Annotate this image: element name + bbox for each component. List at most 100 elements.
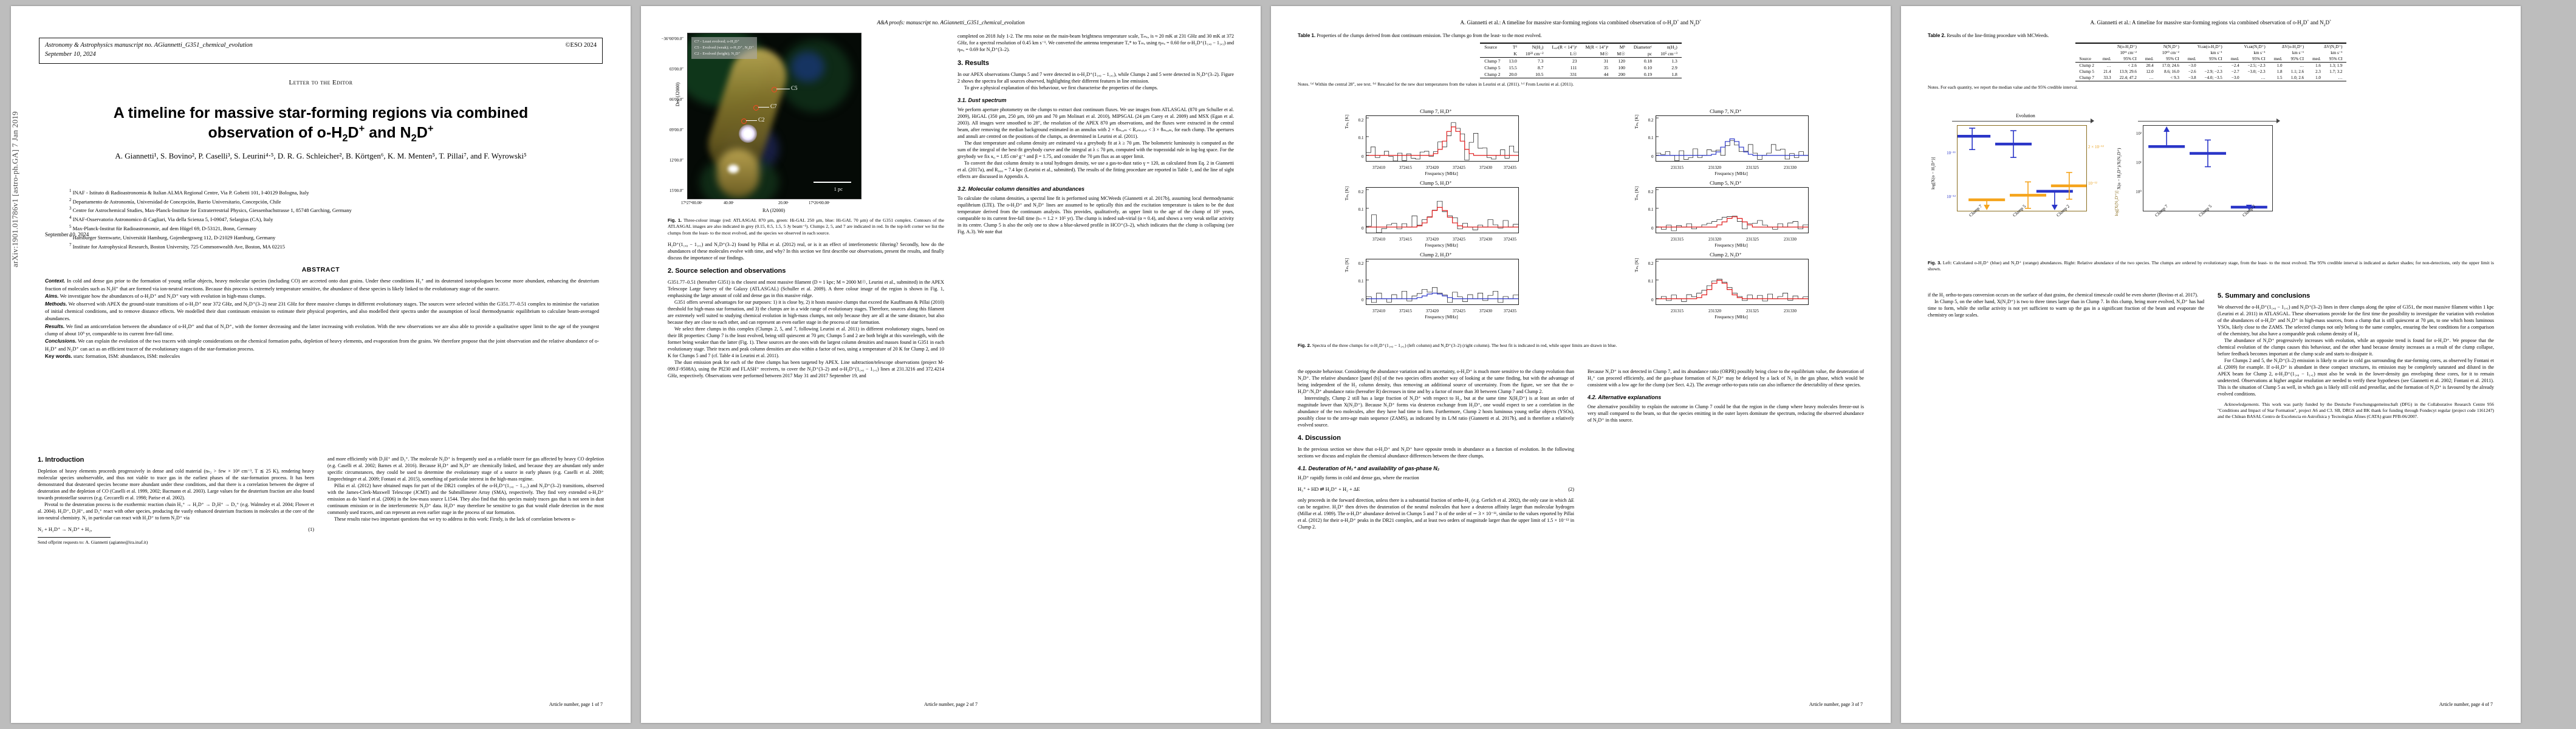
spectrum-title: Clump 2, H₂D⁺ (1420, 252, 1452, 258)
th-vlsr-n2dp: Vʟsʀ(N₂D⁺) (2244, 44, 2266, 49)
affiliation-item: 2 Departamento de Astronomía, Universida… (69, 197, 281, 205)
spectrum-ytick: 0.2 (1358, 190, 1364, 194)
page-3: A. Giannetti et al.: A timeline for mass… (1271, 6, 1891, 723)
spectrum-frame (1365, 187, 1519, 234)
spectrum-frame (1655, 187, 1809, 234)
table-1-wrapper: Table 1. Properties of the clumps derive… (1298, 33, 1864, 87)
spectrum-title: Clump 2, N₂D⁺ (1710, 252, 1742, 258)
th-td: Tᵈ (1512, 44, 1517, 50)
astronomical-image: C5 C7 C2 C7 - Least evolved; o-H₂D⁺ C5 -… (687, 33, 862, 199)
table-2-units-row: 10¹¹ cm⁻² 10¹⁰ cm⁻² km s⁻¹ km s⁻¹ km s⁻¹… (2120, 50, 2343, 55)
page-4: A. Giannetti et al.: A timeline for mass… (1901, 6, 2521, 723)
affiliation-item: 7 Institute for Astrophysical Research, … (69, 242, 286, 250)
figure1-legend: C7 - Least evolved; o-H₂D⁺ C5 - Evolved … (691, 37, 757, 59)
spectrum-xtick: 372430 (1479, 237, 1492, 242)
abundance-ytick-right: 10⁻¹² (2088, 181, 2097, 186)
spectrum-x-label: Frequency [MHz] (1714, 314, 1748, 320)
spectrum-x-label: Frequency [MHz] (1425, 242, 1458, 248)
spectrum-panel: Clump 5, N₂D⁺ Tₘₑ [K] 0.2 0.1 0 231315 2… (1634, 180, 1817, 248)
spectrum-xtick: 231330 (1784, 165, 1797, 170)
spectrum-ytick: 0.2 (1358, 118, 1364, 123)
section-heading-deuteration: 4.1. Deuteration of H₃⁺ and availability… (1298, 465, 1440, 471)
abstract-conclusions: Conclusions. We can explain the evolutio… (45, 338, 599, 352)
page-title: A timeline for massive star-forming regi… (113, 104, 529, 144)
clump-marker-c5 (772, 87, 777, 92)
abundance-left-frame (1954, 125, 2088, 211)
spectrum-ytick: 0 (1362, 154, 1364, 159)
spectrum-xtick: 231320 (1708, 309, 1721, 313)
abundance-panel-left: Evolution log[X(o − H₂D⁺)] log[X(N₂D⁺)] … (1928, 113, 2119, 241)
table-2: Source N(o-H₂D⁺) N(N₂D⁺) Vʟsʀ(o-H₂D⁺) Vʟ… (2075, 43, 2347, 81)
page2-col-right: completed on 2018 July 1-2. The rms nois… (957, 33, 1234, 379)
page3-left-paragraph-4: H₂D⁺ rapidly forms in cold and dense gas… (1298, 475, 1419, 481)
th-nh2: N(H₂) (1532, 44, 1544, 50)
figure-3-caption: Fig. 3. Left: Calculated o-H₂D⁺ (blue) a… (1928, 260, 2494, 272)
equation-1: N₂ + H₂D⁺ → N₂D⁺ + H₂, (1) (38, 526, 314, 532)
keywords: Key words. stars: formation, ISM: abunda… (45, 353, 180, 360)
fig1-ytick: 06′00.0″ (669, 98, 683, 102)
table-2-caption: Table 2. Results of the line-fitting pro… (1928, 33, 2049, 38)
figure-2-columns: Clump 7, H₂D⁺ Tₘₑ [K] 0.2 0.1 0 372410 3… (1298, 108, 1864, 323)
page4-right-paragraph-2: The abundance of N₂D⁺ progressively incr… (2218, 337, 2494, 357)
spectrum-ytick: 0 (1651, 154, 1654, 159)
page2-right-paragraph-6: To convert the dust column density to a … (957, 160, 1234, 180)
th-lbol: Lₑₒₗ(R < 14″)ᵃ (1552, 44, 1577, 50)
page-3-footer: Article number, page 3 of 7 (1809, 702, 1863, 707)
evolution-arrow-line (2138, 121, 2279, 122)
page2-left-paragraph-5: The dust emission peak for each of the t… (668, 360, 944, 379)
th-mass-r14: M(R < 14″)ᵃ (1585, 44, 1609, 50)
scale-bar (814, 182, 851, 183)
page4-body-columns: if the H₂ ortho-to-para conversion occur… (1928, 292, 2494, 420)
fig1-ytick: 12′00.0″ (669, 159, 683, 163)
page-4-footer: Article number, page 4 of 7 (2439, 702, 2493, 707)
legend-entry: C7 - Least evolved; o-H₂D⁺ (694, 39, 740, 44)
spectrum-xtick: 372420 (1426, 309, 1439, 313)
page2-right-paragraph-2: In our APEX observations Clumps 5 and 7 … (957, 71, 1234, 84)
intro-right-paragraph-1: and more efficiently with D₂H⁺ and D₃⁺. … (327, 456, 604, 482)
abundance-ytick-left: 10⁻¹¹ (1947, 151, 1956, 156)
spectrum-xtick: 372415 (1399, 165, 1412, 170)
spectrum-xtick: 372415 (1399, 237, 1412, 242)
intro-right-paragraph-2: Pillai et al. (2012) have obtained maps … (327, 483, 604, 515)
page4-right-paragraph-3: For Clumps 2 and 5, the N₂D⁺(3–2) emissi… (2218, 357, 2494, 397)
page2-col-left: −36°00′00.0″ 03′00.0″ 06′00.0″ 09′00.0″ … (662, 33, 944, 379)
page-1: arXiv:1901.01786v1 [astro-ph.GA] 7 Jan 2… (11, 6, 631, 723)
masthead: Astronomy & Astrophysics manuscript no. … (39, 38, 603, 64)
th-source: Source (1484, 44, 1498, 50)
spectrum-x-label: Frequency [MHz] (1425, 314, 1458, 320)
abstract-body: Context. In cold and dense gas prior to … (45, 277, 599, 360)
abundance-ytick-left: 10⁻¹² (1947, 194, 1956, 199)
page1-columns: 1. Introduction Depletion of heavy eleme… (38, 456, 604, 546)
spectrum-xtick: 231320 (1708, 165, 1721, 170)
table-2-wrapper: Table 2. Results of the line-fitting pro… (1928, 33, 2494, 91)
page2-right-paragraph-4: We perform aperture photometry on the cl… (957, 107, 1234, 140)
spectrum-xtick: 231320 (1708, 237, 1721, 242)
clump-marker-c2 (741, 118, 747, 124)
page2-right-paragraph-1: completed on 2018 July 1-2. The rms nois… (957, 33, 1234, 52)
intro-paragraph-2: Pivotal to the deuteration process is th… (38, 501, 314, 521)
clump-label-c2: C2 (758, 117, 765, 123)
page3-right-paragraph-1: Because N₂D⁺ is not detected in Clump 7,… (1588, 369, 1864, 388)
table-row: Clump 7 13.0 7.3 23 31 120 0.18 1.3 (1480, 56, 1682, 64)
affiliation-item: 6 Hamburger Sternwarte, Universität Hamb… (69, 233, 276, 241)
th-density: n(H₂) (1667, 44, 1677, 50)
table-2-header-row: Source N(o-H₂D⁺) N(N₂D⁺) Vʟsʀ(o-H₂D⁺) Vʟ… (2075, 43, 2347, 61)
page3-right-paragraph-2: One alternative possibility to explain t… (1588, 404, 1864, 423)
masthead-date: September 10, 2024 (45, 50, 96, 58)
page4-left-paragraph-2: In Clump 5, on the other hand, X(N₂D⁺) i… (1928, 299, 2204, 318)
section-heading-molecular-columns: 3.2. Molecular column densities and abun… (957, 186, 1085, 193)
spectrum-title: Clump 7, N₂D⁺ (1710, 109, 1742, 114)
spectrum-xtick: 372425 (1453, 237, 1465, 242)
spectrum-ytick: 0.1 (1648, 279, 1654, 284)
footnote-rule (38, 537, 111, 538)
spectrum-frame (1655, 115, 1809, 162)
page2-left-paragraph-1: H₂D⁺(1₁,₀ − 1₁,₁) and N₂D⁺(3–2) found by… (668, 242, 944, 261)
spectrum-xtick: 231330 (1784, 237, 1797, 242)
th-n-oh2dp: N(o-H₂D⁺) (2117, 44, 2137, 49)
clump-label-c5: C5 (791, 85, 798, 91)
fig1-xtick: 17ʰ26ᵘ00.00ˢ (809, 201, 830, 205)
evolution-label: Evolution (2016, 113, 2035, 118)
page4-right-paragraph-1: We observed the o-H₂D⁺(1₁,₀ − 1₁,₁) and … (2218, 304, 2494, 337)
evolution-arrow-line (1952, 121, 2093, 122)
